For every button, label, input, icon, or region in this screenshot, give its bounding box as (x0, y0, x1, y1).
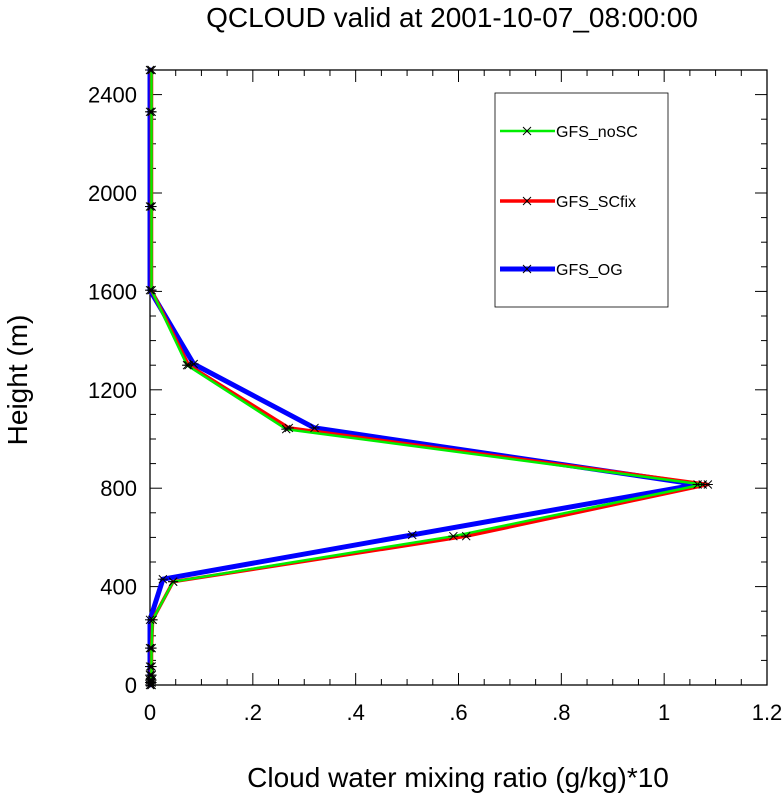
data-point (448, 531, 459, 541)
data-point (168, 577, 179, 587)
data-point (281, 424, 292, 434)
legend-label: GFS_SCfix (556, 194, 636, 211)
x-tick-label: 0 (144, 700, 156, 725)
x-axis-label: Cloud water mixing ratio (g/kg)*10 (247, 762, 669, 793)
x-tick-label: .6 (449, 700, 467, 725)
x-tick-label: 1.2 (752, 700, 783, 725)
plot-frame (149, 69, 768, 686)
y-tick-label: 2400 (88, 83, 137, 108)
data-point (146, 107, 157, 117)
legend-item: GFS_SCfix (500, 194, 636, 211)
y-tick-label: 800 (100, 476, 137, 501)
legend-label: GFS_OG (556, 262, 623, 279)
legend-label: GFS_noSC (556, 124, 638, 141)
data-point (461, 531, 472, 541)
x-tick-label: .8 (552, 700, 570, 725)
y-tick-label: 2000 (88, 181, 137, 206)
data-point (309, 423, 320, 433)
data-point (697, 480, 708, 489)
x-tick-label: .2 (244, 700, 262, 725)
data-point (146, 285, 157, 295)
y-tick-label: 400 (100, 575, 137, 600)
data-point (146, 670, 157, 680)
data-point (157, 574, 168, 584)
plot-axes: 0 .2 .4 .6 .8 1 1.2 0 400 800 1200 1600 2000 2400 (88, 69, 783, 725)
y-tick-label: 0 (125, 673, 137, 698)
legend: GFS_noSC GFS_SCfix GFS_OG (494, 92, 669, 308)
data-point (147, 615, 158, 625)
data-point (407, 530, 418, 540)
data-point (146, 65, 157, 75)
legend-item: GFS_noSC (500, 124, 638, 141)
data-point (182, 360, 193, 370)
series-layer (145, 65, 713, 690)
data-point (146, 643, 157, 653)
y-tick-label: 1600 (88, 279, 137, 304)
data-point (146, 202, 157, 211)
chart-title: QCLOUD valid at 2001-10-07_08:00:00 (206, 2, 698, 33)
series-line-gfs-nosc (150, 68, 704, 687)
data-point (146, 662, 157, 671)
y-axis-label: Height (m) (2, 315, 33, 446)
y-tick-label: 1200 (88, 378, 137, 403)
legend-item: GFS_OG (500, 262, 623, 279)
x-tick-label: 1 (658, 700, 670, 725)
x-tick-label: .4 (346, 700, 364, 725)
